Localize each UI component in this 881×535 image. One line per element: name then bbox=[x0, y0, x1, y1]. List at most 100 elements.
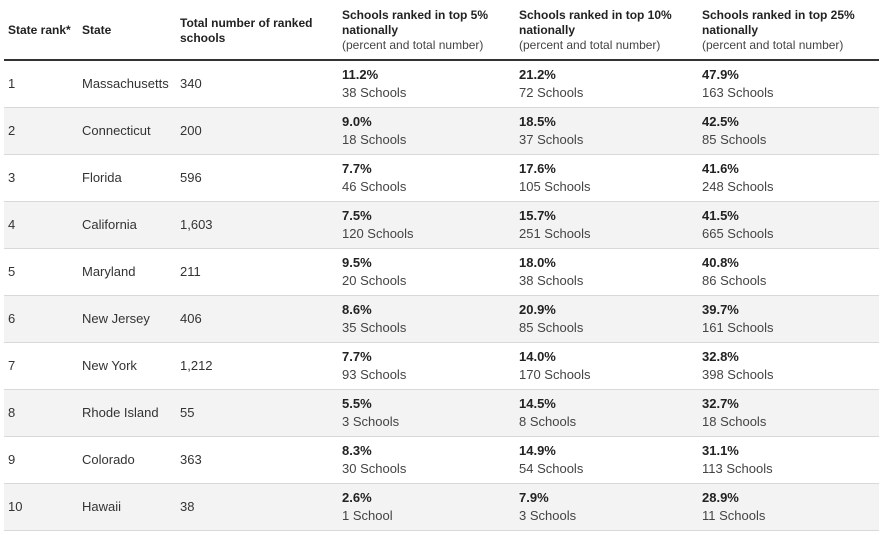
table-row: 7 New York 1,212 7.7% 93 Schools 14.0% 170 Sch… bbox=[4, 342, 879, 390]
top10-count: 85 Schools bbox=[519, 320, 584, 335]
top5-percent: 7.7% bbox=[342, 161, 372, 176]
cell-top25: 32.8% 398 Schools bbox=[698, 342, 879, 390]
cell-top10: 14.9% 54 Schools bbox=[515, 436, 698, 484]
cell-state: Massachusetts bbox=[78, 60, 176, 108]
top10-percent: 14.0% bbox=[519, 349, 556, 364]
cell-rank: 6 bbox=[4, 295, 78, 343]
cell-rank: 1 bbox=[4, 60, 78, 108]
cell-rank: 10 bbox=[4, 483, 78, 531]
top25-count: 85 Schools bbox=[702, 132, 767, 147]
table-row: 4 California 1,603 7.5% 120 Schools 15.7% 251 … bbox=[4, 201, 879, 249]
cell-state: Maryland bbox=[78, 248, 176, 296]
cell-top25: 41.6% 248 Schools bbox=[698, 154, 879, 202]
cell-state: Rhode Island bbox=[78, 389, 176, 437]
cell-total: 200 bbox=[176, 107, 338, 155]
table-row: 8 Rhode Island 55 5.5% 3 Schools 14.5% 8 Schoo… bbox=[4, 389, 879, 437]
top25-count: 161 Schools bbox=[702, 320, 774, 335]
top5-percent: 2.6% bbox=[342, 490, 372, 505]
top10-percent: 14.5% bbox=[519, 396, 556, 411]
cell-top25: 39.7% 161 Schools bbox=[698, 295, 879, 343]
top25-percent: 41.6% bbox=[702, 161, 739, 176]
cell-total: 211 bbox=[176, 248, 338, 296]
top25-count: 665 Schools bbox=[702, 226, 774, 241]
table-row: 2 Connecticut 200 9.0% 18 Schools 18.5% 37 Sch… bbox=[4, 107, 879, 155]
top10-count: 37 Schools bbox=[519, 132, 584, 147]
top25-count: 18 Schools bbox=[702, 414, 767, 429]
top5-count: 30 Schools bbox=[342, 461, 407, 476]
cell-total: 340 bbox=[176, 60, 338, 108]
header-state-rank: State rank* bbox=[4, 4, 78, 61]
cell-total: 406 bbox=[176, 295, 338, 343]
header-total-ranked: Total number of ranked schools bbox=[176, 4, 338, 61]
table-row: 3 Florida 596 7.7% 46 Schools 17.6% 105 School… bbox=[4, 154, 879, 202]
cell-top25: 31.1% 113 Schools bbox=[698, 436, 879, 484]
cell-top10: 15.7% 251 Schools bbox=[515, 201, 698, 249]
cell-state: New Jersey bbox=[78, 295, 176, 343]
header-top5: Schools ranked in top 5% nationally (per… bbox=[338, 4, 515, 61]
table-header: State rank* State Total number of ranked… bbox=[4, 4, 879, 61]
top10-percent: 18.5% bbox=[519, 114, 556, 129]
top5-count: 18 Schools bbox=[342, 132, 407, 147]
top25-percent: 32.8% bbox=[702, 349, 739, 364]
cell-top5: 5.5% 3 Schools bbox=[338, 389, 515, 437]
cell-rank: 5 bbox=[4, 248, 78, 296]
top5-percent: 7.5% bbox=[342, 208, 372, 223]
top25-percent: 42.5% bbox=[702, 114, 739, 129]
cell-rank: 3 bbox=[4, 154, 78, 202]
top5-percent: 7.7% bbox=[342, 349, 372, 364]
cell-top10: 17.6% 105 Schools bbox=[515, 154, 698, 202]
cell-top10: 14.5% 8 Schools bbox=[515, 389, 698, 437]
cell-top25: 42.5% 85 Schools bbox=[698, 107, 879, 155]
table-row: 1 Massachusetts 340 11.2% 38 Schools 21.2% 72 … bbox=[4, 60, 879, 108]
top25-percent: 31.1% bbox=[702, 443, 739, 458]
top25-percent: 47.9% bbox=[702, 67, 739, 82]
table-row: 10 Hawaii 38 2.6% 1 School 7.9% 3 Schools 28.9%… bbox=[4, 483, 879, 531]
cell-rank: 8 bbox=[4, 389, 78, 437]
table-row: 6 New Jersey 406 8.6% 35 Schools 20.9% 85 Scho… bbox=[4, 295, 879, 343]
header-top10-title: Schools ranked in top 10% nationally bbox=[519, 8, 672, 37]
top25-percent: 39.7% bbox=[702, 302, 739, 317]
cell-state: Colorado bbox=[78, 436, 176, 484]
top25-percent: 40.8% bbox=[702, 255, 739, 270]
cell-top25: 47.9% 163 Schools bbox=[698, 60, 879, 108]
top5-percent: 9.5% bbox=[342, 255, 372, 270]
top5-count: 35 Schools bbox=[342, 320, 407, 335]
top10-percent: 18.0% bbox=[519, 255, 556, 270]
cell-top5: 7.7% 46 Schools bbox=[338, 154, 515, 202]
header-top25-sub: (percent and total number) bbox=[702, 38, 844, 52]
cell-total: 38 bbox=[176, 483, 338, 531]
header-top25: Schools ranked in top 25% nationally (pe… bbox=[698, 4, 879, 61]
cell-top10: 14.0% 170 Schools bbox=[515, 342, 698, 390]
top10-count: 72 Schools bbox=[519, 85, 584, 100]
cell-total: 1,212 bbox=[176, 342, 338, 390]
cell-state: Hawaii bbox=[78, 483, 176, 531]
cell-top5: 7.7% 93 Schools bbox=[338, 342, 515, 390]
cell-rank: 2 bbox=[4, 107, 78, 155]
cell-top25: 40.8% 86 Schools bbox=[698, 248, 879, 296]
header-row: State rank* State Total number of ranked… bbox=[4, 4, 879, 61]
top10-count: 38 Schools bbox=[519, 273, 584, 288]
top25-count: 398 Schools bbox=[702, 367, 774, 382]
cell-state: California bbox=[78, 201, 176, 249]
cell-top5: 8.6% 35 Schools bbox=[338, 295, 515, 343]
top5-count: 120 Schools bbox=[342, 226, 414, 241]
table-row: 5 Maryland 211 9.5% 20 Schools 18.0% 38 School… bbox=[4, 248, 879, 296]
top25-count: 113 Schools bbox=[702, 461, 773, 476]
header-top25-title: Schools ranked in top 25% nationally bbox=[702, 8, 855, 37]
cell-state: Florida bbox=[78, 154, 176, 202]
header-top10-sub: (percent and total number) bbox=[519, 38, 661, 52]
cell-top10: 20.9% 85 Schools bbox=[515, 295, 698, 343]
top10-count: 170 Schools bbox=[519, 367, 591, 382]
top10-percent: 17.6% bbox=[519, 161, 556, 176]
cell-top5: 7.5% 120 Schools bbox=[338, 201, 515, 249]
top10-percent: 21.2% bbox=[519, 67, 556, 82]
top5-percent: 9.0% bbox=[342, 114, 372, 129]
top25-percent: 41.5% bbox=[702, 208, 739, 223]
top25-percent: 28.9% bbox=[702, 490, 739, 505]
cell-total: 596 bbox=[176, 154, 338, 202]
cell-rank: 7 bbox=[4, 342, 78, 390]
top5-percent: 5.5% bbox=[342, 396, 372, 411]
top10-percent: 7.9% bbox=[519, 490, 549, 505]
top10-percent: 15.7% bbox=[519, 208, 556, 223]
cell-top10: 18.0% 38 Schools bbox=[515, 248, 698, 296]
